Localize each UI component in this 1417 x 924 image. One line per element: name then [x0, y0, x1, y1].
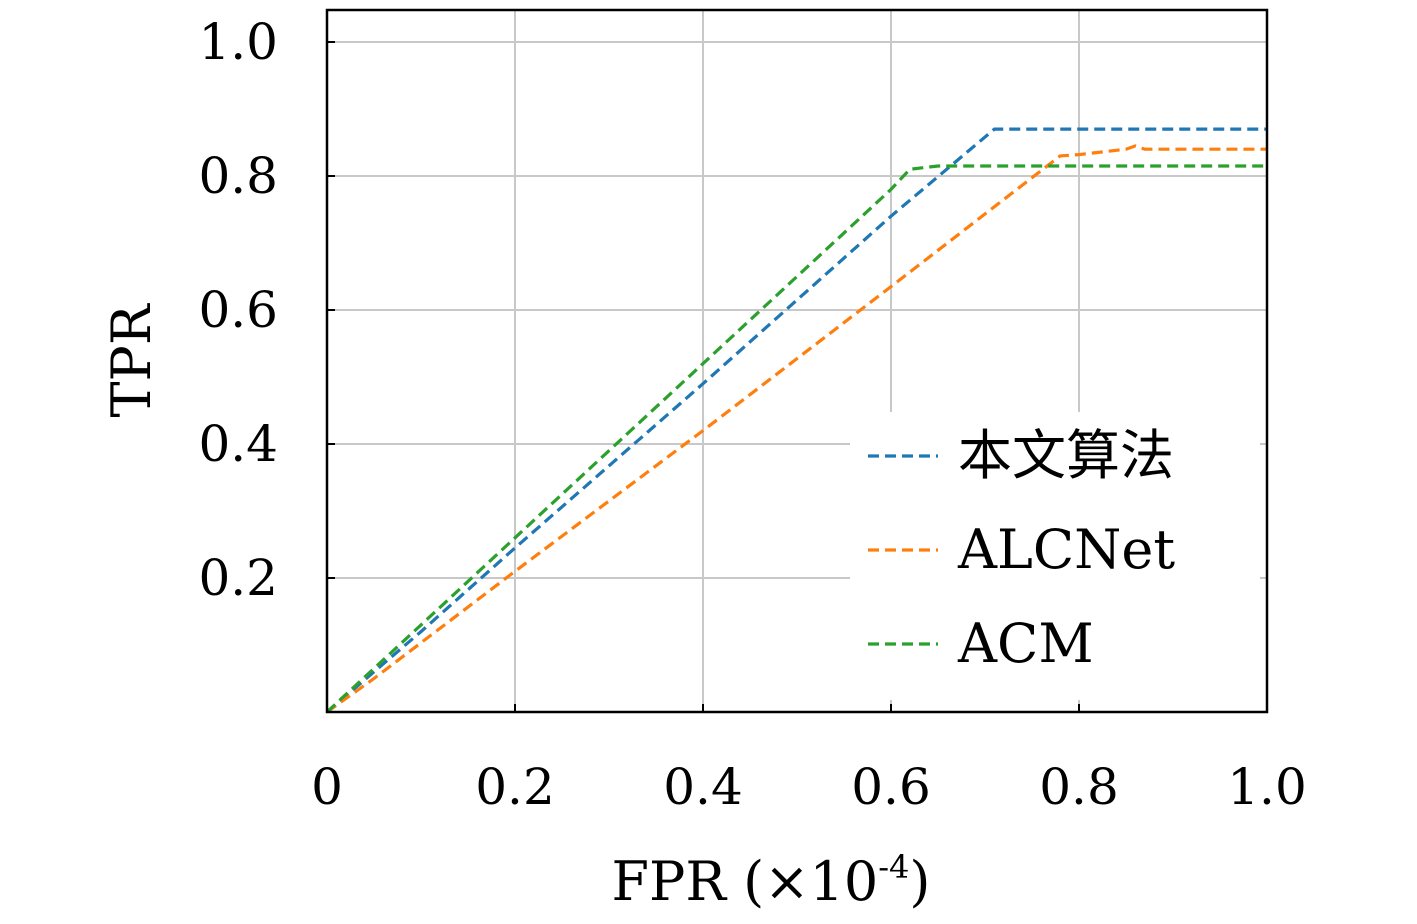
legend-label: ALCNet	[957, 518, 1175, 581]
y-axis-ticks: 0.2 0.4 0.6 0.8 1.0	[198, 13, 335, 607]
y-tick-label: 0.8	[198, 147, 278, 205]
y-tick-label: 0.2	[198, 549, 278, 607]
series-line-2	[326, 144, 1267, 714]
x-tick-label: 0.2	[475, 758, 555, 816]
series-line-1	[325, 127, 1267, 714]
x-tick-label: 0	[311, 758, 343, 816]
series-lines	[325, 127, 1267, 714]
x-tick-label: 1.0	[1227, 758, 1307, 816]
x-tick-label: 0.8	[1039, 758, 1119, 816]
y-tick-label: 0.4	[198, 415, 278, 473]
x-axis-title: FPR (×10-4)	[612, 848, 931, 913]
legend-label: 本文算法	[958, 424, 1174, 487]
grid-lines	[327, 10, 1267, 712]
x-axis-title-exponent: -4	[878, 848, 909, 886]
y-axis-title: TPR	[100, 303, 163, 417]
y-tick-label: 0.6	[198, 281, 278, 339]
x-tick-label: 0.4	[663, 758, 743, 816]
x-axis-ticks: 0 0.2 0.4 0.6 0.8 1.0	[311, 704, 1307, 816]
y-tick-label: 1.0	[198, 13, 278, 71]
x-axis-title-main: FPR (×10	[612, 850, 879, 913]
x-axis-title-close: )	[909, 850, 930, 913]
plot-frame	[325, 8, 1269, 714]
legend: 本文算法 ALCNet ACM	[850, 412, 1260, 700]
legend-background	[850, 412, 1260, 700]
series-line-3	[325, 164, 1267, 714]
legend-label: ACM	[957, 612, 1094, 675]
x-tick-label: 0.6	[851, 758, 931, 816]
